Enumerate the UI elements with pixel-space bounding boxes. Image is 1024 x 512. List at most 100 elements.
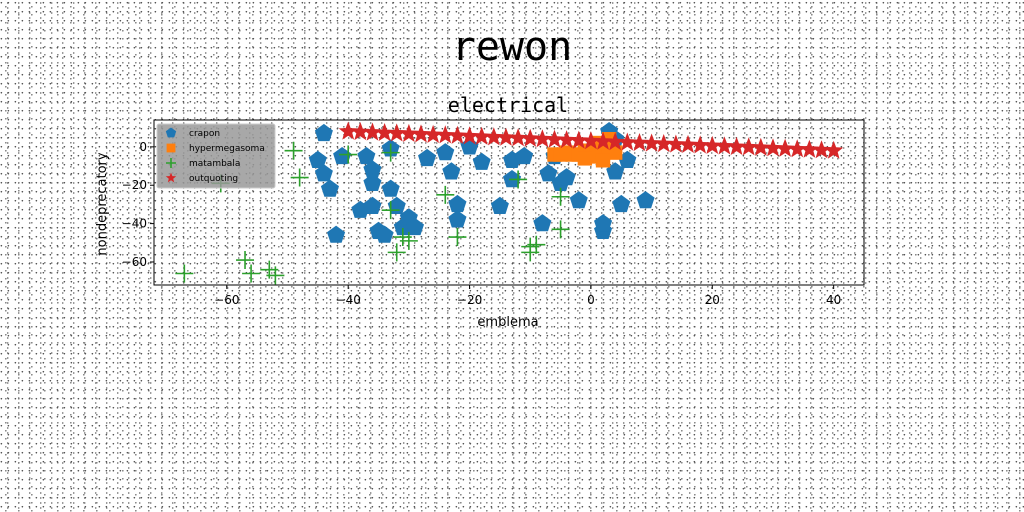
data-point-outquoting bbox=[387, 123, 407, 142]
data-point-outquoting bbox=[593, 131, 613, 150]
data-point-matambala bbox=[387, 243, 406, 262]
data-point-matambala bbox=[509, 170, 528, 189]
data-point-outquoting bbox=[532, 129, 552, 148]
data-point-outquoting bbox=[508, 128, 528, 147]
data-point-matambala bbox=[381, 201, 400, 220]
data-point-hypermegasoma bbox=[595, 153, 611, 168]
data-point-crapon bbox=[375, 225, 394, 243]
legend-label: outquoting bbox=[189, 174, 238, 184]
data-point-matambala bbox=[551, 220, 570, 239]
x-tick-label: −20 bbox=[457, 293, 482, 307]
data-point-outquoting bbox=[727, 136, 747, 155]
data-point-crapon bbox=[606, 162, 625, 180]
series-crapon bbox=[308, 122, 655, 243]
legend-box bbox=[156, 123, 276, 189]
y-tick-label: 0 bbox=[139, 140, 147, 154]
legend-marker-hypermegasoma bbox=[166, 143, 176, 153]
data-point-outquoting bbox=[739, 137, 759, 156]
data-point-outquoting bbox=[617, 132, 637, 151]
data-point-crapon bbox=[448, 210, 467, 228]
data-point-crapon bbox=[327, 225, 346, 243]
data-point-outquoting bbox=[714, 136, 734, 155]
data-point-crapon bbox=[418, 148, 437, 167]
data-point-outquoting bbox=[423, 124, 443, 143]
data-point-outquoting bbox=[812, 140, 831, 159]
data-point-outquoting bbox=[569, 130, 589, 149]
legend-marker-crapon bbox=[165, 127, 177, 138]
x-tick-label: 40 bbox=[826, 293, 841, 307]
data-point-outquoting bbox=[545, 129, 564, 148]
data-point-matambala bbox=[266, 266, 285, 285]
series-matambala bbox=[175, 141, 570, 285]
data-point-outquoting bbox=[350, 122, 370, 141]
data-point-crapon bbox=[569, 191, 588, 209]
data-point-outquoting bbox=[447, 125, 467, 144]
data-point-crapon bbox=[515, 147, 534, 165]
data-point-matambala bbox=[381, 143, 400, 162]
data-point-outquoting bbox=[751, 137, 771, 156]
data-point-crapon bbox=[314, 123, 333, 142]
data-point-outquoting bbox=[399, 123, 419, 142]
data-point-matambala bbox=[175, 264, 194, 283]
x-tick-label: −60 bbox=[214, 293, 239, 307]
data-point-outquoting bbox=[799, 139, 819, 158]
data-point-crapon bbox=[320, 179, 339, 197]
figure-title: rewon bbox=[451, 24, 573, 70]
data-point-crapon bbox=[557, 168, 576, 186]
data-point-outquoting bbox=[763, 138, 783, 157]
data-point-matambala bbox=[399, 231, 418, 250]
x-tick-label: 0 bbox=[587, 293, 595, 307]
data-point-matambala bbox=[236, 251, 255, 270]
data-point-outquoting bbox=[666, 134, 686, 153]
legend-label: matambala bbox=[189, 159, 240, 169]
data-point-outquoting bbox=[630, 133, 649, 152]
y-axis: −60 −40 −20 0 bbox=[122, 140, 154, 269]
data-point-outquoting bbox=[375, 123, 395, 141]
data-point-matambala bbox=[448, 228, 467, 247]
data-point-outquoting bbox=[496, 127, 516, 146]
data-point-outquoting bbox=[484, 127, 504, 146]
legend-marker-outquoting bbox=[165, 172, 177, 183]
chart-title: electrical bbox=[448, 93, 568, 117]
data-point-crapon bbox=[363, 160, 382, 178]
data-point-crapon bbox=[448, 194, 467, 213]
data-point-matambala bbox=[284, 141, 303, 160]
y-tick-label: −20 bbox=[122, 178, 147, 192]
data-point-outquoting bbox=[411, 124, 431, 143]
data-point-matambala bbox=[527, 235, 546, 254]
x-axis: −60 −40 −20 0 20 40 bbox=[214, 285, 841, 307]
data-point-outquoting bbox=[520, 128, 540, 147]
data-point-matambala bbox=[242, 264, 261, 283]
data-point-outquoting bbox=[678, 134, 698, 153]
y-axis-label: nondeprecatory bbox=[95, 152, 110, 256]
data-point-crapon bbox=[314, 164, 333, 182]
data-point-crapon bbox=[405, 217, 424, 236]
data-point-matambala bbox=[290, 168, 309, 187]
data-point-outquoting bbox=[702, 135, 722, 154]
data-point-crapon bbox=[436, 143, 455, 161]
x-tick-label: 20 bbox=[705, 293, 720, 307]
data-point-crapon bbox=[533, 214, 552, 232]
data-point-outquoting bbox=[363, 122, 382, 141]
data-point-outquoting bbox=[472, 126, 492, 145]
data-point-matambala bbox=[339, 145, 358, 164]
data-point-crapon bbox=[308, 150, 327, 168]
plot-frame bbox=[153, 119, 865, 286]
legend-label: crapon bbox=[189, 129, 220, 139]
plot-area bbox=[175, 121, 844, 285]
data-point-crapon bbox=[539, 164, 558, 182]
y-tick-label: −40 bbox=[122, 217, 147, 231]
data-point-outquoting bbox=[460, 126, 480, 145]
data-point-crapon bbox=[381, 179, 400, 197]
data-point-crapon bbox=[594, 214, 613, 232]
data-point-outquoting bbox=[581, 131, 601, 150]
data-point-outquoting bbox=[775, 138, 795, 157]
data-point-hypermegasoma bbox=[577, 151, 593, 166]
data-point-hypermegasoma bbox=[607, 145, 623, 160]
data-point-crapon bbox=[442, 162, 461, 180]
data-point-crapon bbox=[472, 152, 491, 170]
data-point-matambala bbox=[551, 187, 570, 206]
data-point-crapon bbox=[333, 147, 352, 165]
data-point-outquoting bbox=[690, 135, 710, 154]
data-point-outquoting bbox=[338, 121, 358, 140]
